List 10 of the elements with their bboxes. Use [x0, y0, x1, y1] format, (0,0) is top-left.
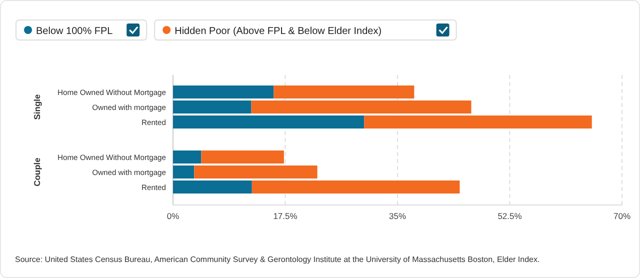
legend-label: Below 100% FPL — [36, 26, 114, 37]
source-note: Source: United States Census Bureau, American Community Survey & Gerontology Institute at the University of Massachusetts Boston, Elder Index. — [15, 255, 540, 264]
text: Couple — [32, 157, 42, 186]
x-tick-label: 52.5% — [498, 211, 522, 221]
legend-label: Hidden Poor (Above FPL & Below Elder Index) — [174, 26, 382, 37]
x-tick-label: 70% — [613, 211, 631, 221]
x-tick-label: 35% — [388, 211, 406, 221]
x-tick-label: 0% — [166, 211, 180, 221]
x-tick-label: 17.5% — [273, 211, 298, 221]
text: Single — [32, 94, 42, 120]
